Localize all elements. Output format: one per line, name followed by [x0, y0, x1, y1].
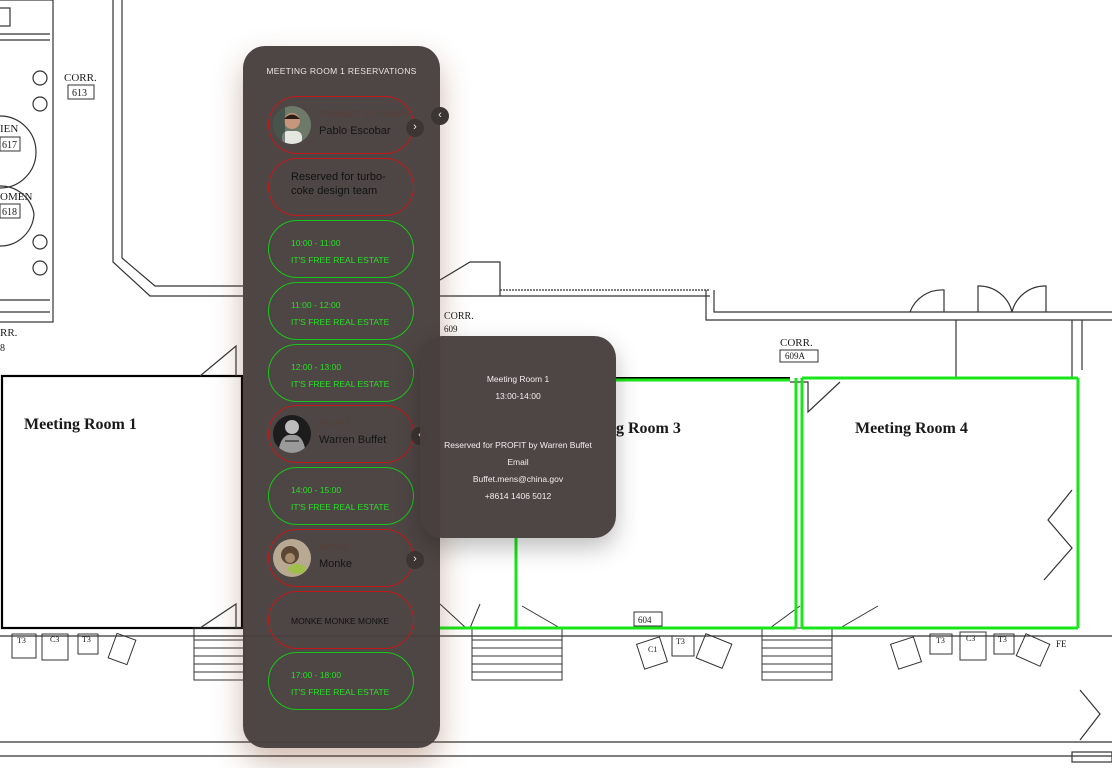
- fire-extinguisher-label: FE: [1056, 639, 1067, 649]
- avatar-pablo-escobar: [273, 106, 311, 144]
- reservation-slot-free-12[interactable]: 12:00 - 13:00 IT'S FREE REAL ESTATE: [268, 344, 414, 402]
- popup-email[interactable]: Buffet.mens@china.gov: [472, 474, 564, 484]
- popup-room: Meeting Room 1: [486, 374, 550, 384]
- slot-time: 11:00 - 12:00: [291, 300, 341, 310]
- room-label-meeting-room-3: g Room 3: [616, 420, 681, 437]
- room-label-meeting-room-4: Meeting Room 4: [855, 420, 968, 437]
- slot-time: 14:00 - 15:00: [291, 485, 342, 495]
- furniture-label-c1: C1: [648, 645, 657, 654]
- slot-free-label: IT'S FREE REAL ESTATE: [291, 502, 390, 512]
- reservations-panel: MEETING ROOM 1 RESERVATIONS PRODUCT DESI…: [243, 46, 449, 748]
- restroom-number-617: 617: [2, 140, 17, 151]
- slot-note: Reserved for turbo-coke design team: [291, 171, 386, 197]
- panel-title: MEETING ROOM 1 RESERVATIONS: [266, 66, 417, 76]
- corridor-number-609a: 609A: [785, 351, 806, 361]
- reservation-slot-free-14[interactable]: 14:00 - 15:00 IT'S FREE REAL ESTATE: [268, 467, 414, 525]
- restroom-number-618: 618: [2, 207, 17, 218]
- slot-time: 17:00 - 18:00: [291, 670, 342, 680]
- slot-name: Warren Buffet: [319, 434, 387, 446]
- avatar-monke: [273, 539, 311, 577]
- furniture-label-c3-b: C3: [966, 634, 975, 643]
- slot-time: 12:00 - 13:00: [291, 362, 342, 372]
- reservation-detail-popup: Meeting Room 1 13:00-14:00 Reserved for …: [420, 336, 616, 538]
- corridor-label-609a: CORR.: [780, 337, 813, 349]
- corridor-number-613: 613: [72, 88, 87, 99]
- slot-role: MONKE: [319, 543, 350, 552]
- popup-phone[interactable]: +8614 1406 5012: [484, 491, 552, 501]
- slot-role: PROFIT: [319, 419, 351, 428]
- corridor-label-8: RR.: [0, 327, 18, 339]
- popup-email-label: Email: [507, 457, 529, 467]
- reservation-slot-monke[interactable]: MONKE Monke: [268, 529, 414, 587]
- chevron-right-icon[interactable]: ›: [406, 551, 424, 569]
- furniture-label-c3: C3: [50, 635, 59, 644]
- chevron-right-icon[interactable]: ›: [406, 119, 424, 137]
- room-label-meeting-room-1: Meeting Room 1: [24, 416, 137, 433]
- slot-note: MONKE MONKE MONKE: [291, 616, 390, 626]
- reservation-slot-note-turbo-coke[interactable]: Reserved for turbo-coke design team: [268, 158, 414, 216]
- room-number-604: 604: [638, 615, 652, 625]
- reservation-slot-warren-buffet[interactable]: PROFIT Warren Buffet: [268, 405, 414, 463]
- corridor-number-609: 609: [444, 324, 458, 334]
- chevron-left-icon[interactable]: ‹: [431, 107, 449, 125]
- slot-free-label: IT'S FREE REAL ESTATE: [291, 255, 390, 265]
- popup-time: 13:00-14:00: [495, 391, 541, 401]
- popup-reserved-by: Reserved for PROFIT by Warren Buffet: [444, 440, 592, 450]
- furniture-label-t3: T3: [17, 636, 26, 645]
- corridor-number-8: 8: [0, 343, 5, 354]
- slot-free-label: IT'S FREE REAL ESTATE: [291, 317, 390, 327]
- reservation-slot-pablo-escobar[interactable]: PRODUCT DESIGNER Pablo Escobar: [268, 96, 414, 154]
- slot-free-label: IT'S FREE REAL ESTATE: [291, 379, 390, 389]
- furniture-label-t3-e: T3: [998, 635, 1007, 644]
- corridor-label-609: CORR.: [444, 311, 474, 322]
- reservation-slot-free-10[interactable]: 10:00 - 11:00 IT'S FREE REAL ESTATE: [268, 220, 414, 278]
- furniture-label-t3-c: T3: [676, 637, 685, 646]
- reservation-slot-free-17[interactable]: 17:00 - 18:00 IT'S FREE REAL ESTATE: [268, 652, 414, 710]
- avatar-warren-buffet: [273, 415, 311, 453]
- slot-name: Pablo Escobar: [319, 125, 391, 137]
- slot-free-label: IT'S FREE REAL ESTATE: [291, 687, 390, 697]
- restroom-label-617: IEN: [0, 123, 18, 135]
- reservation-slot-note-monke[interactable]: MONKE MONKE MONKE: [268, 591, 414, 649]
- furniture-label-t3-b: T3: [82, 635, 91, 644]
- corridor-label-613: CORR.: [64, 72, 97, 84]
- reservation-slot-free-11[interactable]: 11:00 - 12:00 IT'S FREE REAL ESTATE: [268, 282, 414, 340]
- slot-role: PRODUCT DESIGNER: [319, 110, 408, 119]
- restroom-label-618: OMEN: [0, 191, 32, 203]
- slot-name: Monke: [319, 558, 353, 570]
- slot-time: 10:00 - 11:00: [291, 238, 341, 248]
- furniture-label-t3-d: T3: [936, 636, 945, 645]
